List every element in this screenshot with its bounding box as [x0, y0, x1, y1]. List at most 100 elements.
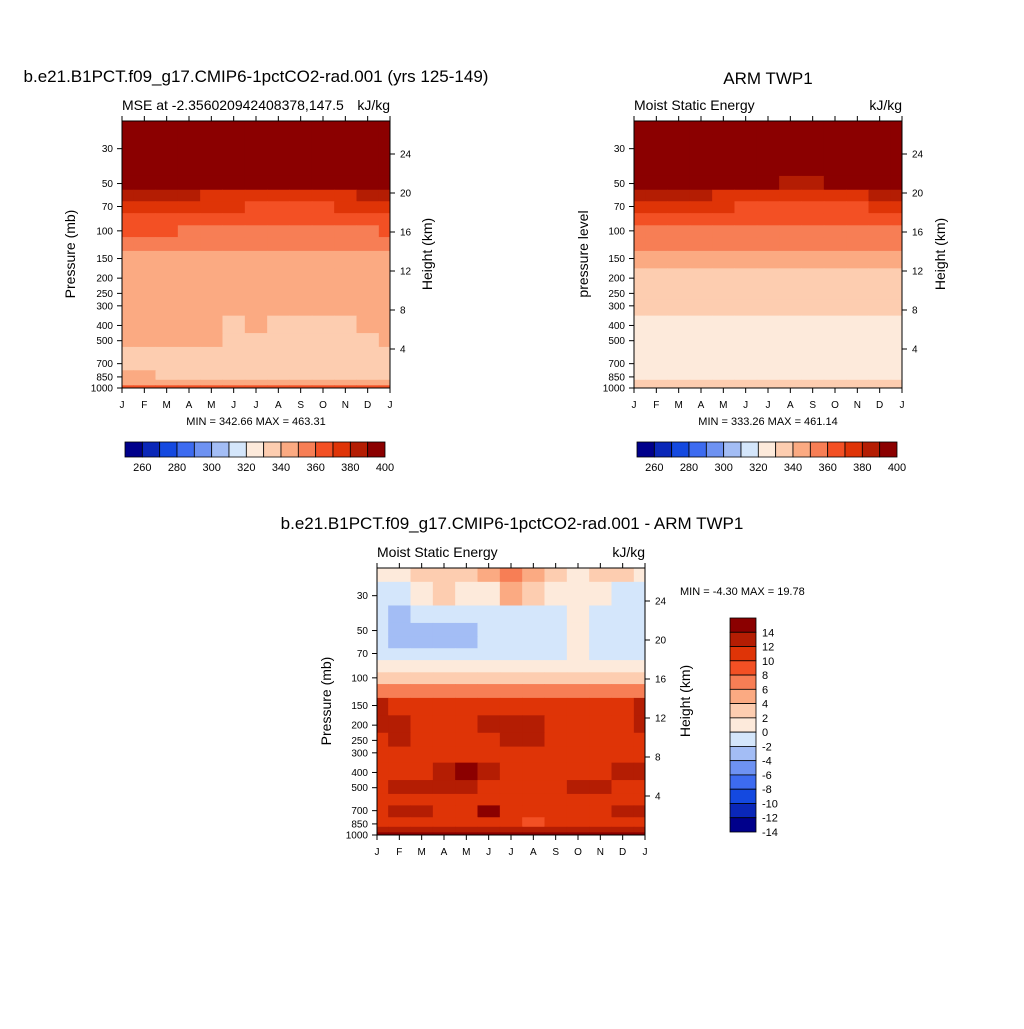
contour-cell [499, 832, 523, 836]
contour-cell [334, 189, 357, 202]
contour-cell [890, 333, 903, 348]
contour-cell [289, 158, 313, 177]
y-tick-label: 300 [351, 748, 368, 759]
contour-cell [177, 134, 201, 159]
y-tick-label: 50 [614, 179, 626, 190]
contour-cell [334, 333, 357, 348]
y-tick-label: 500 [351, 783, 368, 794]
contour-cell [267, 237, 290, 252]
contour-cell [388, 817, 411, 828]
colorbar-box [729, 660, 757, 676]
panel-model-title: b.e21.B1PCT.f09_g17.CMIP6-1pctCO2-rad.00… [24, 67, 489, 86]
y-tick-label: 100 [608, 226, 625, 237]
contour-cell [477, 715, 501, 734]
contour-cell [432, 817, 456, 828]
contour-cell [356, 213, 380, 226]
y-tick-label: 200 [96, 274, 113, 285]
contour-cell [356, 250, 380, 269]
contour-cell [267, 379, 290, 386]
colorbar-label: -6 [762, 770, 772, 782]
contour-cell [311, 358, 335, 371]
contour-cell [611, 780, 635, 795]
contour-cell [667, 385, 691, 389]
contour-cell [823, 385, 847, 389]
contour-cell [222, 379, 246, 386]
contour-cell [155, 370, 179, 381]
contour-cell [589, 817, 612, 828]
contour-cell [388, 636, 411, 649]
panel-model-plot: J F M A M J J A S O N D J305070100150200250300400500… [91, 116, 412, 474]
contour-cell [846, 299, 869, 317]
contour-cell [544, 697, 568, 716]
contour-cell [267, 250, 290, 269]
contour-cell [244, 385, 268, 389]
y-tick-label: 1000 [603, 384, 626, 395]
contour-cell [868, 299, 892, 317]
contour-cell [244, 379, 268, 386]
contour-cell [846, 346, 869, 359]
contour-cell [633, 581, 646, 606]
contour-cell [244, 134, 268, 159]
x-tick-label: A [275, 400, 282, 411]
contour-cell [122, 370, 134, 381]
contour-cell [377, 817, 389, 828]
contour-cell [611, 746, 635, 764]
contour-cell [633, 648, 646, 661]
colorbar-label: -14 [762, 827, 778, 839]
contour-cell [410, 832, 434, 836]
contour-cell [689, 213, 713, 226]
contour-cell [311, 379, 335, 386]
contour-cell [200, 370, 223, 381]
contour-cell [356, 134, 380, 159]
colorbar-box [729, 803, 757, 819]
contour-cell [200, 385, 223, 389]
contour-cell [410, 660, 434, 673]
contour-cell [689, 346, 713, 359]
contour-cell [289, 315, 313, 334]
contour-cell [566, 622, 590, 638]
contour-cell [868, 379, 892, 386]
contour-cell [779, 285, 802, 301]
contour-cell [756, 370, 780, 381]
colorbar-box [315, 441, 334, 458]
contour-cell [846, 158, 869, 177]
contour-cell [356, 189, 380, 202]
contour-cell [634, 189, 646, 202]
contour-cell [634, 213, 646, 226]
contour-cell [155, 250, 179, 269]
contour-cell [522, 697, 545, 716]
contour-cell [388, 684, 411, 699]
contour-cell [823, 201, 847, 214]
panel-obs-stats: MIN = 333.26 MAX = 461.14 [698, 416, 837, 428]
contour-cell [122, 225, 134, 238]
contour-cell [823, 379, 847, 386]
contour-cell [222, 175, 246, 191]
contour-cell [544, 636, 568, 649]
contour-cell [566, 732, 590, 748]
colorbar-label: 260 [645, 462, 663, 474]
contour-cell [522, 732, 545, 748]
panel-model-stats: MIN = 342.66 MAX = 463.31 [186, 416, 325, 428]
contour-cell [267, 201, 290, 214]
contour-cell [377, 805, 389, 818]
contour-cell [311, 213, 335, 226]
contour-cell [455, 715, 478, 734]
contour-cell [566, 762, 590, 781]
contour-cell [890, 121, 903, 136]
contour-cell [177, 175, 201, 191]
contour-cell [133, 175, 156, 191]
contour-cell [133, 189, 156, 202]
y-tick-label: 250 [96, 289, 113, 300]
contour-cell [200, 175, 223, 191]
y-tick-label: 200 [351, 721, 368, 732]
contour-cell [244, 189, 268, 202]
contour-cell [477, 762, 501, 781]
contour-cell [378, 121, 391, 136]
contour-cell [868, 268, 892, 287]
contour-cell [133, 250, 156, 269]
contour-cell [244, 285, 268, 301]
contour-cell [244, 268, 268, 287]
contour-cell [499, 622, 523, 638]
contour-cell [177, 213, 201, 226]
y-tick-label: 30 [102, 144, 114, 155]
